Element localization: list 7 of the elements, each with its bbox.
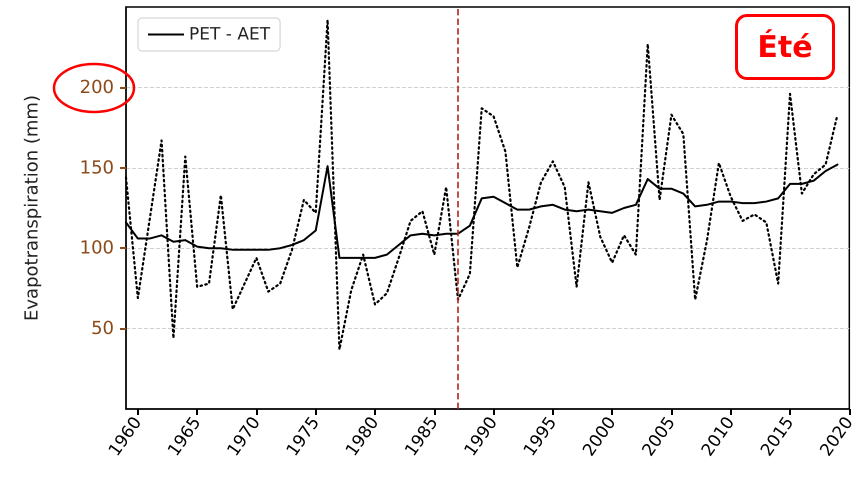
y-tick-label: 150 <box>80 157 114 178</box>
y-tick-label: 100 <box>80 238 114 259</box>
legend-label: PET - AET <box>189 24 271 44</box>
y-tick-label: 50 <box>91 318 114 340</box>
annotation: Été <box>735 14 835 80</box>
y-tick-label: 200 <box>80 76 114 98</box>
y-axis-title: Evapotranspiration (mm) <box>22 95 42 321</box>
